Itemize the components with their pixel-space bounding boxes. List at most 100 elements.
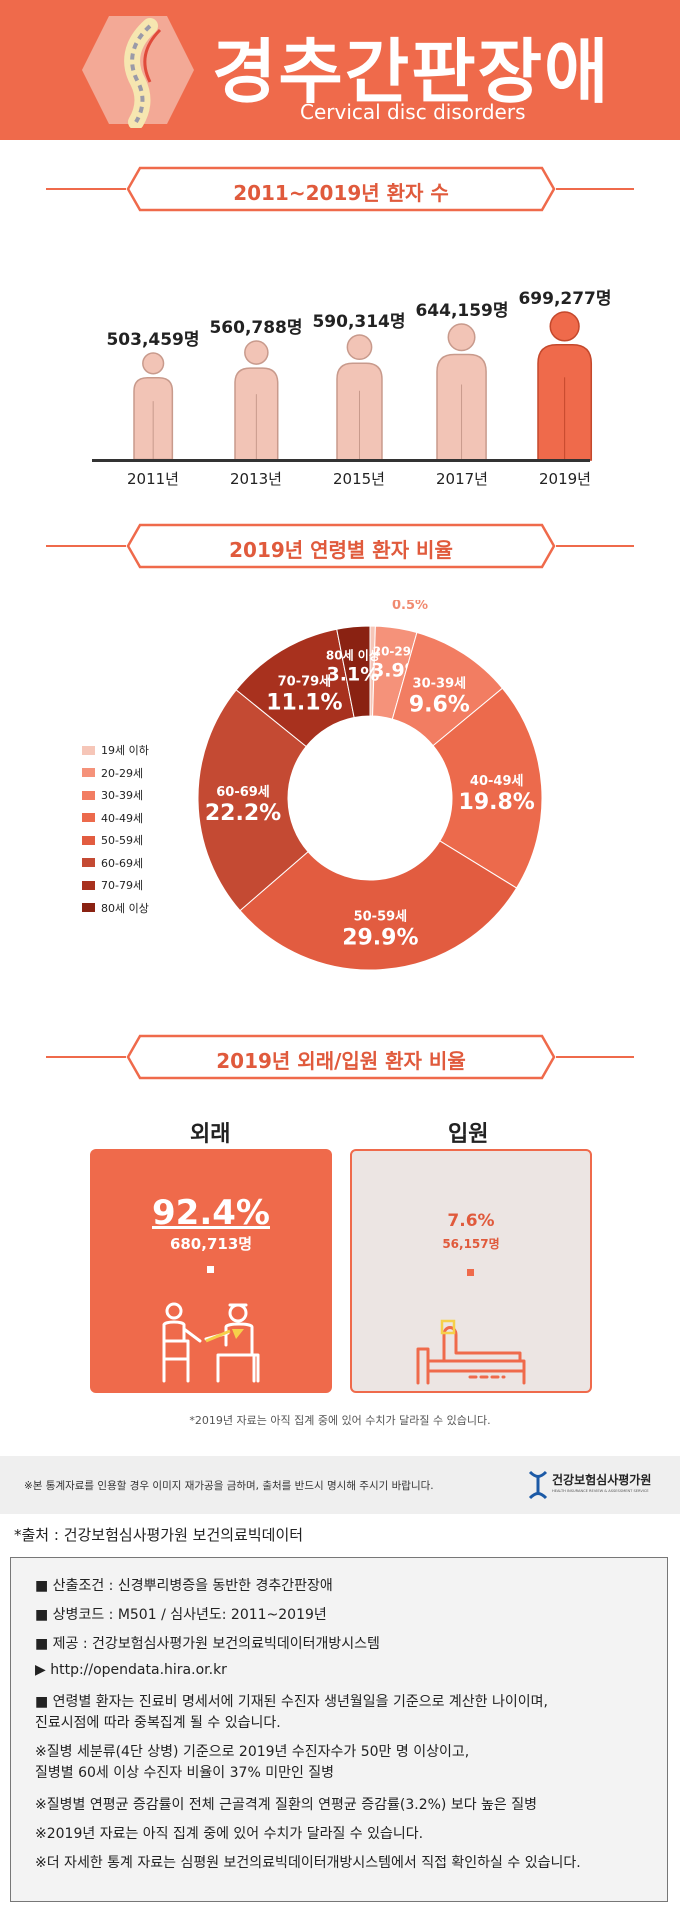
outpatient-panel: 92.4% 680,713명 (90, 1149, 332, 1393)
info-line: ※더 자세한 통계 자료는 심평원 보건의료빅데이터개방시스템에서 직접 확인하… (35, 1855, 581, 1871)
info-link[interactable]: ▶ http://opendata.hira.or.kr (35, 1662, 227, 1678)
person-figure-bar (537, 311, 593, 461)
source-text: *출처 : 건강보험심사평가원 보건의료빅데이터 (14, 1526, 304, 1544)
info-box: ■ 산출조건 : 신경뿌리병증을 동반한 경추간판장애 ■ 상병코드 : M50… (10, 1557, 668, 1902)
bar-value-label: 503,459명 (106, 330, 200, 351)
age-donut-chart: 19세 이하0.5%20-29세3.9%30-39세9.6%40-49세19.8… (197, 600, 543, 971)
info-line: 질병별 60세 이상 수진자 비율이 37% 미만인 질병 (35, 1765, 335, 1781)
slice-category-label: 70-79세 (278, 674, 332, 689)
bar-value-label: 644,159명 (415, 300, 509, 321)
info-line: ※질병별 연평균 증감률이 전체 근골격계 질환의 연평균 증감률(3.2%) … (35, 1797, 538, 1813)
donut-slice (432, 687, 543, 889)
outpatient-count: 680,713명 (169, 1235, 253, 1253)
person-figure-bar (233, 340, 279, 461)
year-tick-label: 2015년 (333, 470, 385, 488)
legend-item: 50-59세 (82, 832, 143, 848)
provisional-note: *2019년 자료는 아직 집계 중에 있어 수치가 달라질 수 있습니다. (189, 1414, 491, 1427)
legend-label: 20-29세 (101, 766, 144, 780)
hira-logo-icon (528, 1470, 548, 1500)
legend-item: 70-79세 (82, 877, 143, 893)
legend-label: 80세 이상 (101, 901, 149, 915)
year-tick-label: 2017년 (436, 470, 488, 488)
donut-slice (336, 625, 371, 719)
legend-swatch (82, 903, 95, 912)
page-title: 경추간판장애 (212, 31, 611, 113)
person-figure-bar (436, 322, 488, 461)
legend-item: 80세 이상 (82, 900, 149, 916)
year-tick-label: 2019년 (539, 470, 591, 488)
legend-swatch (82, 835, 95, 845)
copyright-text: ※본 통계자료를 인용할 경우 이미지 재가공을 금하며, 출처를 반드시 명시… (24, 1480, 434, 1492)
donut-slice (239, 840, 518, 971)
section-header-frame (126, 523, 556, 569)
org-subtitle: HEALTH INSURANCE REVIEW & ASSESSMENT SER… (552, 1489, 649, 1493)
legend-label: 70-79세 (101, 879, 144, 892)
legend-item: 40-49세 (82, 810, 143, 826)
header-banner: 경추간판장애 Cervical disc disorders (0, 0, 680, 140)
section-header-age: 2019년 연령별 환자 비율 (46, 523, 634, 569)
slice-value-label: 0.5% (392, 600, 428, 613)
person-figure-bar (133, 352, 173, 461)
slice-value-label: 9.6% (409, 693, 470, 718)
year-tick-label: 2013년 (230, 470, 282, 488)
info-line: ■ 산출조건 : 신경뿌리병증을 동반한 경추간판장애 (35, 1578, 333, 1594)
spine-icon (82, 16, 194, 128)
info-line: ■ 제공 : 건강보험심사평가원 보건의료빅데이터개방시스템 (35, 1636, 380, 1652)
slice-category-label: 50-59세 (354, 910, 408, 925)
dot-marker (207, 1266, 214, 1273)
bar-value-label: 560,788명 (209, 318, 303, 339)
donut-slice (197, 689, 309, 912)
slice-category-label: 40-49세 (470, 774, 524, 789)
inpatient-panel: 7.6% 56,157명 (350, 1149, 592, 1393)
hospital-bed-icon (416, 1319, 526, 1385)
dot-marker (467, 1269, 474, 1276)
baseline (92, 459, 590, 462)
slice-category-label: 20-29세 (373, 644, 422, 659)
section-header-outpatient: 2019년 외래/입원 환자 비율 (46, 1034, 634, 1080)
legend-swatch (82, 790, 95, 800)
inpatient-percent: 7.6% (447, 1211, 495, 1231)
legend-label: 40-49세 (101, 811, 144, 825)
info-line: ■ 연령별 환자는 진료비 명세서에 기재된 수진자 생년월일을 기준으로 계산… (35, 1694, 548, 1710)
legend-label: 60-69세 (101, 856, 144, 870)
section-title-age: 2019년 연령별 환자 비율 (229, 538, 453, 562)
page-subtitle: Cervical disc disorders (300, 100, 526, 124)
legend-label: 30-39세 (101, 789, 144, 802)
slice-value-label: 19.8% (459, 790, 535, 815)
outpatient-percent: 92.4% (152, 1193, 270, 1233)
slice-category-label: 80세 이상 (326, 648, 380, 663)
slice-category-label: 30-39세 (413, 677, 467, 692)
legend-swatch (82, 858, 95, 867)
slice-value-label: 29.9% (342, 926, 418, 951)
legend-item: 20-29세 (82, 765, 143, 781)
slice-category-label: 60-69세 (216, 785, 270, 800)
info-line: ※2019년 자료는 아직 집계 중에 있어 수치가 달라질 수 있습니다. (35, 1826, 424, 1842)
slice-value-label: 22.2% (205, 801, 281, 826)
bar-value-label: 590,314명 (312, 312, 406, 333)
legend-swatch (82, 768, 95, 777)
info-line: 진료시점에 따라 중복집계 될 수 있습니다. (35, 1715, 281, 1731)
slice-value-label: 11.1% (266, 690, 342, 715)
section-title-outpatient: 2019년 외래/입원 환자 비율 (216, 1049, 466, 1073)
doctor-patient-icon (162, 1302, 260, 1383)
legend-swatch (82, 813, 95, 822)
person-figure-bar (335, 334, 383, 461)
slice-value-label: 3.1% (327, 664, 380, 686)
section-header-patients: 2011~2019년 환자 수 (46, 166, 634, 212)
legend-swatch (82, 745, 95, 755)
inpatient-title: 입원 (448, 1122, 489, 1147)
legend-item: 30-39세 (82, 787, 143, 803)
legend-item: 19세 이하 (82, 742, 149, 758)
outpatient-title: 외래 (190, 1122, 231, 1147)
inpatient-count: 56,157명 (442, 1237, 500, 1251)
info-line: ※질병 세분류(4단 상병) 기준으로 2019년 수진자수가 50만 명 이상… (35, 1744, 470, 1760)
legend-item: 60-69세 (82, 855, 143, 871)
info-line: ■ 상병코드 : M501 / 심사년도: 2011~2019년 (35, 1607, 327, 1623)
org-name: 건강보험심사평가원 (552, 1473, 652, 1487)
section-header-frame (126, 166, 556, 212)
legend-label: 19세 이하 (101, 744, 149, 757)
year-tick-label: 2011년 (127, 470, 179, 488)
copyright-bar: ※본 통계자료를 인용할 경우 이미지 재가공을 금하며, 출처를 반드시 명시… (0, 1456, 680, 1514)
section-header-frame (126, 1034, 556, 1080)
legend-label: 50-59세 (101, 834, 144, 847)
